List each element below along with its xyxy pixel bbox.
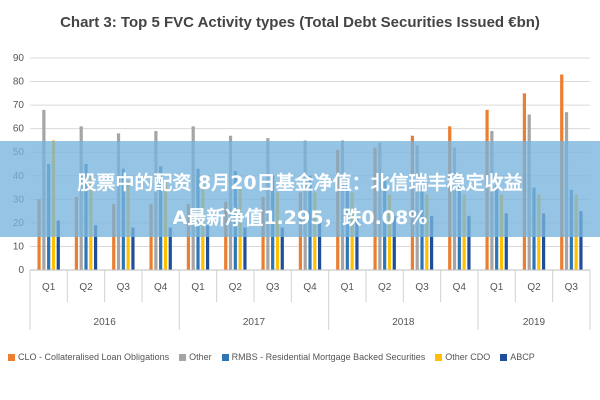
x-tick-label: Q4 xyxy=(154,282,168,293)
legend-item: RMBS - Residential Mortgage Backed Secur… xyxy=(221,352,426,362)
bar xyxy=(206,225,210,270)
legend-label: Other xyxy=(189,352,212,362)
legend-swatch xyxy=(221,353,229,361)
chart-legend: CLO - Collateralised Loan Obligations Oth… xyxy=(8,352,598,362)
y-tick-label: 60 xyxy=(13,124,25,135)
bar xyxy=(504,213,508,270)
y-tick-label: 80 xyxy=(13,77,25,88)
legend-swatch xyxy=(435,353,443,361)
x-tick-label: Q3 xyxy=(565,282,579,293)
bar xyxy=(186,204,190,270)
x-tick-label: Q1 xyxy=(42,282,56,293)
bar xyxy=(318,220,322,270)
y-tick-label: 0 xyxy=(18,265,24,276)
bar xyxy=(430,215,434,270)
bar xyxy=(243,227,247,270)
overlay-headline-line1: 股票中的配资 8月20日基金净值：北信瑞丰稳定收益 xyxy=(77,172,523,194)
legend-item: Other CDO xyxy=(435,352,490,362)
x-tick-label: Q4 xyxy=(303,282,317,293)
bar xyxy=(168,227,172,270)
bar xyxy=(355,218,359,270)
legend-label: Other CDO xyxy=(445,352,491,362)
x-tick-label: Q4 xyxy=(453,282,467,293)
x-tick-label: Q1 xyxy=(341,282,355,293)
year-label: 2018 xyxy=(392,317,415,328)
y-tick-label: 70 xyxy=(13,100,25,111)
x-tick-label: Q3 xyxy=(117,282,131,293)
overlay-banner xyxy=(0,141,600,237)
legend-label: ABCP xyxy=(510,352,535,362)
bar xyxy=(149,204,153,270)
bar xyxy=(112,204,116,270)
year-label: 2017 xyxy=(243,317,266,328)
year-label: 2019 xyxy=(523,317,546,328)
bar xyxy=(467,215,471,270)
bar xyxy=(56,220,60,270)
legend-swatch xyxy=(179,353,187,361)
x-tick-label: Q1 xyxy=(191,282,205,293)
bar xyxy=(542,213,546,270)
legend-item: ABCP xyxy=(500,352,535,362)
y-tick-label: 90 xyxy=(13,53,25,64)
legend-swatch xyxy=(8,353,15,361)
bar xyxy=(579,211,583,270)
x-tick-label: Q2 xyxy=(229,282,243,293)
y-tick-label: 10 xyxy=(13,241,25,252)
legend-item: Other xyxy=(179,352,212,362)
x-tick-label: Q1 xyxy=(490,282,504,293)
overlay-headline-line2: A最新净值1.295，跌0.08% xyxy=(172,207,428,229)
year-label: 2016 xyxy=(94,317,117,328)
bar xyxy=(280,227,284,270)
x-tick-label: Q2 xyxy=(79,282,93,293)
x-tick-label: Q3 xyxy=(415,282,429,293)
legend-label: RMBS - Residential Mortgage Backed Secur… xyxy=(231,352,426,362)
legend-label: CLO - Collateralised Loan Obligations xyxy=(18,352,170,362)
x-tick-label: Q2 xyxy=(527,282,541,293)
bar xyxy=(131,227,135,270)
legend-swatch xyxy=(500,353,508,361)
bar xyxy=(94,225,98,270)
chart-title: Chart 3: Top 5 FVC Activity types (Total… xyxy=(60,14,540,31)
x-tick-label: Q3 xyxy=(266,282,280,293)
bar xyxy=(392,215,396,270)
legend-item: CLO - Collateralised Loan Obligations xyxy=(8,352,169,362)
x-tick-label: Q2 xyxy=(378,282,392,293)
